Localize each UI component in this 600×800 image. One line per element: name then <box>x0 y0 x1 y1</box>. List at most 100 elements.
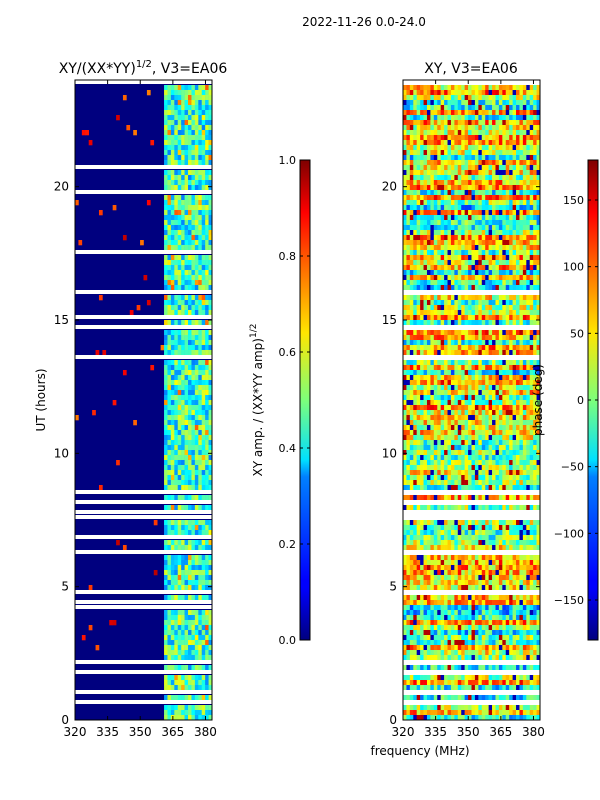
heatmap-cell <box>170 335 175 341</box>
heatmap-cell <box>498 415 503 421</box>
heatmap-cell <box>457 400 462 406</box>
heatmap-cell <box>536 335 540 341</box>
heatmap-cell <box>481 365 486 371</box>
heatmap-cell <box>464 95 469 101</box>
heatmap-cell <box>194 655 199 661</box>
heatmap-cell <box>526 525 531 531</box>
heatmap-cell <box>167 655 172 661</box>
heatmap-cell <box>409 465 414 471</box>
heatmap-cell <box>464 495 469 501</box>
heatmap-cell <box>174 390 179 396</box>
heatmap-cell <box>201 635 206 641</box>
heatmap-cell <box>512 470 517 476</box>
heatmap-cell <box>454 270 459 276</box>
heatmap-cell <box>454 460 459 466</box>
heatmap-cell <box>488 100 493 106</box>
heatmap-cell <box>509 110 513 116</box>
heatmap-cell <box>457 495 462 501</box>
heatmap-cell <box>413 440 417 446</box>
heatmap-cell <box>440 230 445 236</box>
heatmap-cell <box>464 115 469 121</box>
heatmap-cell <box>533 225 537 231</box>
heatmap-cell <box>533 210 537 216</box>
heatmap-cell <box>423 130 428 136</box>
heatmap-cell <box>461 225 465 231</box>
heatmap-cell <box>485 360 489 366</box>
heatmap-cell <box>433 465 438 471</box>
heatmap-cell <box>208 345 212 351</box>
heatmap-cell <box>526 320 531 326</box>
heatmap-cell <box>181 560 185 566</box>
heatmap-cell <box>194 595 199 601</box>
heatmap-cell <box>440 315 445 321</box>
heatmap-cell <box>526 535 531 541</box>
heatmap-cell <box>188 465 192 471</box>
heatmap-cell <box>454 135 459 141</box>
heatmap-cell <box>533 345 537 351</box>
heatmap-cell <box>403 375 407 381</box>
heatmap-cell <box>205 155 209 161</box>
heatmap-cell <box>492 250 496 256</box>
heatmap-cell <box>457 520 462 526</box>
heatmap-cell <box>512 535 517 541</box>
heatmap-cell <box>420 495 424 501</box>
heatmap-cell <box>208 200 212 206</box>
heatmap-cell <box>208 385 212 391</box>
heatmap-cell <box>502 120 507 126</box>
heatmap-cell <box>529 110 534 116</box>
heatmap-cell <box>406 350 411 356</box>
heatmap-cell <box>409 470 414 476</box>
heatmap-cell <box>194 715 199 720</box>
heatmap-cell <box>468 430 472 436</box>
heatmap-cell <box>164 680 168 686</box>
heatmap-cell <box>492 260 496 266</box>
heatmap-cell <box>444 230 448 236</box>
heatmap-cell <box>170 665 175 671</box>
heatmap-cell <box>426 450 431 456</box>
heatmap-cell <box>170 120 175 126</box>
heatmap-cell <box>167 130 172 136</box>
heatmap-cell <box>437 435 441 441</box>
heatmap-cell <box>509 195 513 201</box>
heatmap-cell <box>444 120 448 126</box>
heatmap-cell <box>433 525 438 531</box>
heatmap-cell <box>522 300 527 306</box>
heatmap-cell <box>522 475 527 481</box>
heatmap-cell <box>444 400 448 406</box>
heatmap-cell <box>461 305 465 311</box>
heatmap-cell <box>167 580 172 586</box>
heatmap-cell <box>533 155 537 161</box>
data-gap <box>75 670 212 674</box>
heatmap-cell <box>522 105 527 111</box>
heatmap-cell <box>198 580 203 586</box>
heatmap-cell <box>526 425 531 431</box>
heatmap-cell <box>519 240 524 246</box>
heatmap-cell <box>188 595 192 601</box>
heatmap-cell <box>164 630 168 636</box>
heatmap-cell <box>505 105 510 111</box>
heatmap-cell <box>471 100 476 106</box>
heatmap-cell <box>426 340 431 346</box>
heatmap-cell <box>191 650 196 656</box>
heatmap-cell <box>423 175 428 181</box>
heatmap-cell <box>474 90 479 96</box>
heatmap-cell <box>170 140 175 146</box>
heatmap-cell <box>464 310 469 316</box>
heatmap-cell <box>403 165 407 171</box>
heatmap-cell <box>208 90 212 96</box>
heatmap-cell <box>536 375 540 381</box>
heatmap-cell <box>167 120 172 126</box>
heatmap-cell <box>205 450 209 456</box>
heatmap-cell <box>440 210 445 216</box>
heatmap-cell <box>403 285 407 291</box>
data-gap <box>75 490 212 494</box>
heatmap-cell <box>522 170 527 176</box>
heatmap-cell <box>413 100 417 106</box>
heatmap-cell <box>423 470 428 476</box>
heatmap-cell <box>403 340 407 346</box>
heatmap-cell <box>423 90 428 96</box>
heatmap-cell <box>471 295 476 301</box>
heatmap-cell <box>481 395 486 401</box>
heatmap-cell <box>201 430 206 436</box>
heatmap-cell <box>205 285 209 291</box>
